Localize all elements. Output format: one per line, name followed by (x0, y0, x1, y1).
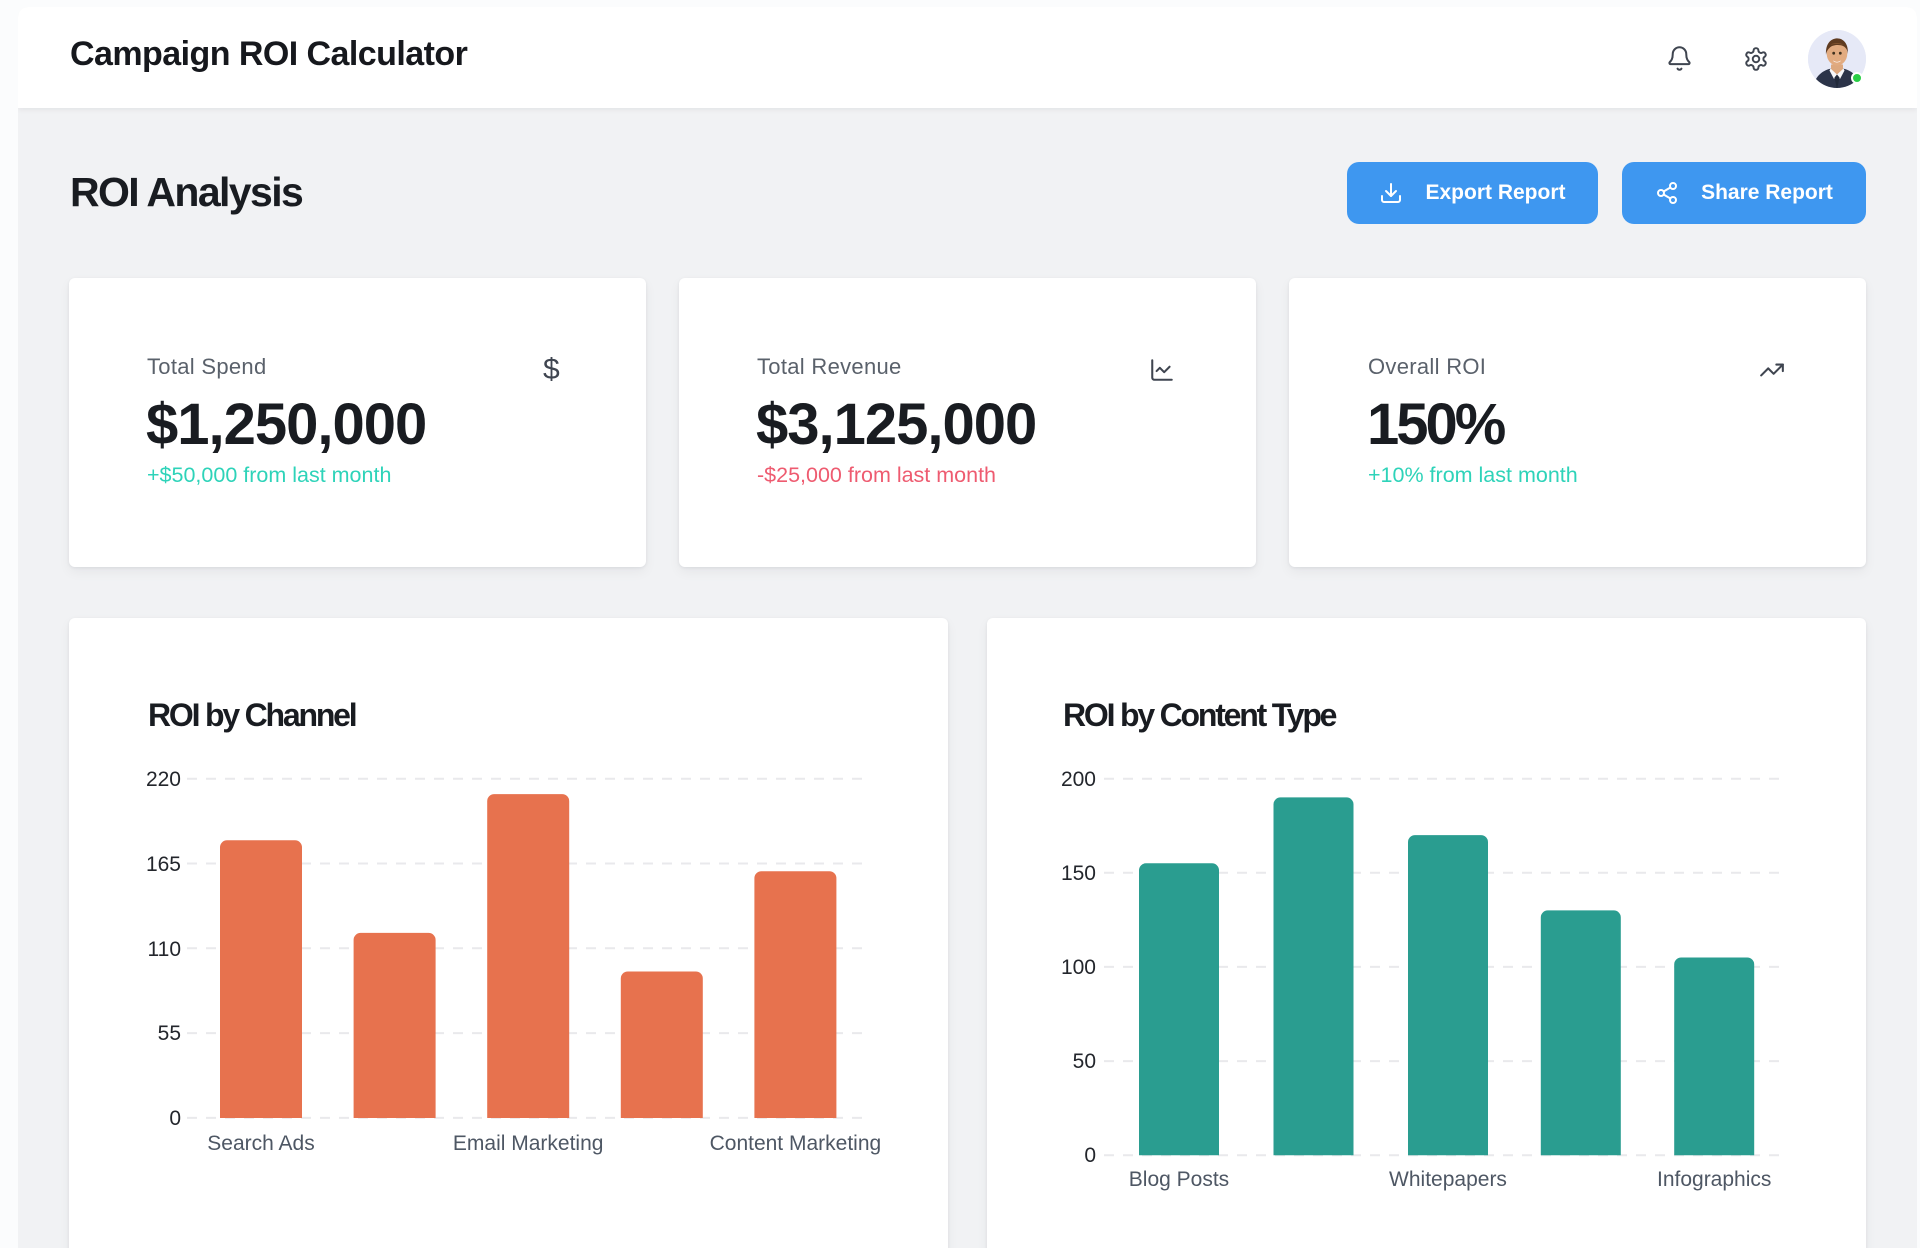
svg-text:Blog Posts: Blog Posts (1129, 1168, 1229, 1191)
svg-text:100: 100 (1061, 956, 1096, 979)
svg-text:0: 0 (169, 1107, 181, 1130)
svg-text:50: 50 (1073, 1050, 1096, 1073)
svg-text:150: 150 (1061, 862, 1096, 885)
svg-text:Content Marketing: Content Marketing (710, 1132, 882, 1155)
svg-text:200: 200 (1061, 768, 1096, 791)
svg-text:165: 165 (146, 853, 181, 876)
svg-text:Infographics: Infographics (1657, 1168, 1771, 1191)
svg-text:0: 0 (1084, 1144, 1096, 1167)
svg-text:110: 110 (148, 938, 181, 961)
svg-text:Email Marketing: Email Marketing (453, 1132, 604, 1155)
svg-text:Whitepapers: Whitepapers (1389, 1168, 1507, 1191)
svg-text:220: 220 (146, 768, 181, 791)
svg-text:Search Ads: Search Ads (207, 1132, 314, 1155)
svg-text:55: 55 (158, 1022, 181, 1045)
